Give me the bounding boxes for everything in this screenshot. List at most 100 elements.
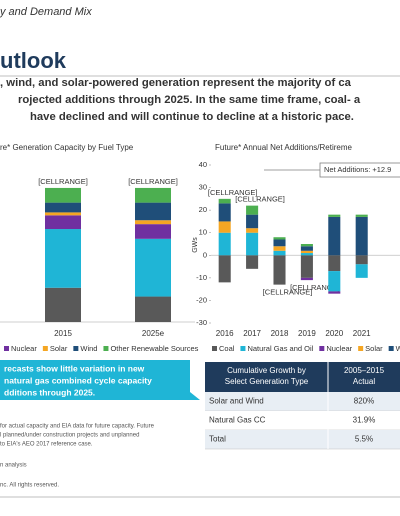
chart-title: re* Generation Capacity by Fuel Type xyxy=(0,143,134,152)
x-tick-label: 2019 xyxy=(298,329,316,338)
legend-swatch xyxy=(212,346,217,351)
bar-segment xyxy=(135,224,171,239)
bar-segment xyxy=(300,255,313,278)
bar-segment xyxy=(355,255,368,265)
x-tick-label: 2020 xyxy=(325,329,343,338)
bar-segment xyxy=(328,214,341,217)
bar-segment xyxy=(328,271,341,292)
bar-segment xyxy=(246,255,259,269)
bar-segment xyxy=(300,250,313,254)
x-tick-label: 2018 xyxy=(271,329,289,338)
bar-segment xyxy=(355,264,368,278)
bar-label: [CELLRANGE] xyxy=(208,188,258,197)
bar-label: [CELLRANGE] xyxy=(263,288,313,297)
x-tick-label: 2016 xyxy=(216,329,234,338)
legend-label: Solar xyxy=(365,344,383,353)
legend-swatch xyxy=(42,346,48,351)
table-header: Actual xyxy=(353,377,375,386)
y-tick-label: 20 xyxy=(199,205,207,214)
bar-segment xyxy=(328,216,341,256)
body-text: , wind, and solar-powered generation rep… xyxy=(0,77,352,89)
bar-segment xyxy=(218,203,231,222)
legend-swatch xyxy=(388,346,394,351)
callout-text: recasts show little variation in new xyxy=(4,363,145,373)
legend-swatch xyxy=(4,346,9,351)
bar-segment xyxy=(273,250,286,256)
table-cell: Solar and Wind xyxy=(209,397,264,406)
table-header: Cumulative Growth by xyxy=(227,366,306,375)
y-tick-label: 10 xyxy=(199,228,207,237)
x-tick-label: 2025e xyxy=(142,329,165,338)
footnote: for actual capacity and EIA data for fut… xyxy=(0,424,155,430)
y-tick-label: 0 xyxy=(203,250,207,259)
footnote: l planned/under construction projects an… xyxy=(0,433,139,439)
x-tick-label: 2015 xyxy=(54,329,72,338)
table-row-bg xyxy=(205,411,400,430)
y-tick-label: -20 xyxy=(196,295,207,304)
table-cell: Total xyxy=(209,435,226,444)
y-tick-label: 30 xyxy=(199,183,207,192)
bar-segment xyxy=(328,291,341,294)
annotation: Net Additions: +12.9 xyxy=(324,165,391,174)
table-header: Select Generation Type xyxy=(225,377,309,386)
bar-segment xyxy=(273,246,286,251)
bar-segment xyxy=(273,255,286,285)
legend-label: Wind xyxy=(80,344,97,353)
bar-segment xyxy=(45,187,81,203)
footnote: to EIA's AEO 2017 reference case. xyxy=(0,442,93,448)
chart-title: Future* Annual Net Additions/Retireme xyxy=(215,143,353,152)
table-row-bg xyxy=(205,392,400,411)
bar-segment xyxy=(328,255,341,272)
bar-segment xyxy=(218,255,231,283)
bar-segment xyxy=(135,187,171,203)
legend-label: Wind xyxy=(396,344,400,353)
y-axis-label: GWs xyxy=(192,237,199,253)
bar-segment xyxy=(355,216,368,256)
legend-label: Other Renewable Sources xyxy=(110,344,198,353)
legend-swatch xyxy=(240,346,246,351)
y-tick-label: 40 xyxy=(199,160,207,169)
bar-segment xyxy=(300,277,313,281)
y-tick-label: -10 xyxy=(196,273,207,282)
slide-title: utlook xyxy=(0,48,67,73)
callout-text: natural gas combined cycle capacity xyxy=(4,375,152,385)
callout-text: dditions through 2025. xyxy=(4,387,95,397)
bar-segment xyxy=(355,214,368,217)
table-cell: 820% xyxy=(354,397,374,406)
kicker: y and Demand Mix xyxy=(0,6,92,18)
bar-segment xyxy=(218,221,231,233)
annotation-box xyxy=(319,162,400,178)
legend-label: Natural Gas and Oil xyxy=(247,344,313,353)
table-cell: 5.5% xyxy=(355,435,373,444)
y-tick-label: -30 xyxy=(196,318,207,327)
x-tick-label: 2021 xyxy=(353,329,371,338)
bar-segment xyxy=(45,287,81,322)
bar-segment xyxy=(273,239,286,247)
legend-label: Solar xyxy=(50,344,68,353)
bar-segment xyxy=(218,198,231,204)
x-tick-label: 2017 xyxy=(243,329,261,338)
legend-swatch xyxy=(73,346,79,351)
bar-segment xyxy=(45,202,81,213)
bar-segment xyxy=(135,296,171,322)
bar-segment xyxy=(300,246,313,251)
legend-label: Nuclear xyxy=(326,344,352,353)
bar-segment xyxy=(135,238,171,297)
bar-segment xyxy=(273,237,286,240)
bar-label: [CELLRANGE] xyxy=(38,177,88,186)
bar-segment xyxy=(246,228,259,233)
bar-segment xyxy=(45,215,81,230)
legend-swatch xyxy=(319,346,325,351)
legend-swatch xyxy=(103,346,109,351)
legend-swatch xyxy=(358,346,364,351)
legend-label: Nuclear xyxy=(11,344,37,353)
bar-label: [CELLRANGE] xyxy=(128,177,178,186)
bar-segment xyxy=(45,212,81,216)
legend-label: Coal xyxy=(219,344,235,353)
bar-label: [CELLRANGE] xyxy=(290,283,340,292)
bar-segment xyxy=(246,232,259,256)
body-text: have declined and will continue to decli… xyxy=(30,111,354,123)
bar-segment xyxy=(246,205,259,215)
table-row-bg xyxy=(205,430,400,449)
